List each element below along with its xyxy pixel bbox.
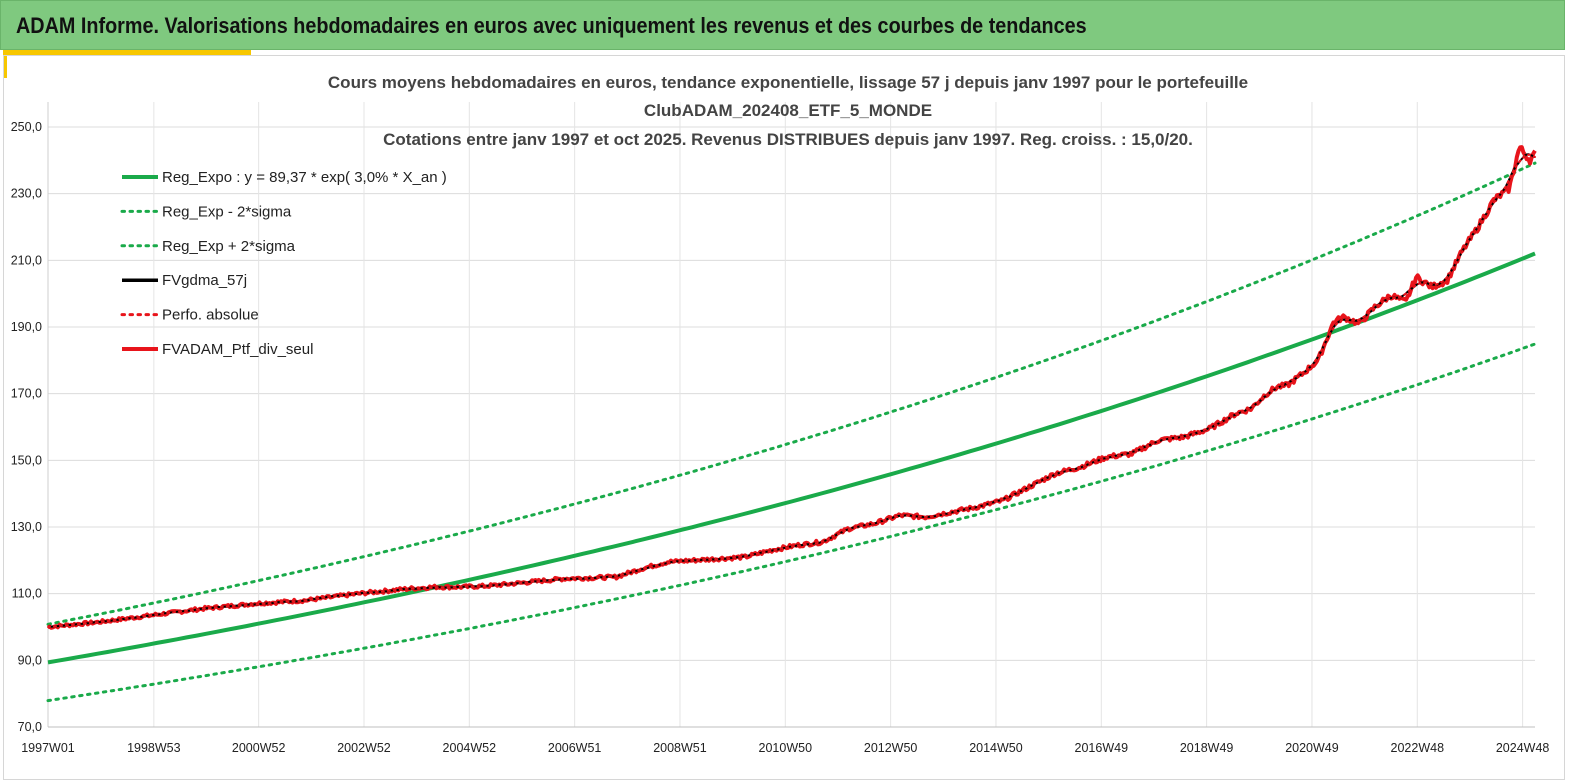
- x-tick-label: 1998W53: [127, 741, 181, 755]
- y-tick-label: 230,0: [11, 187, 42, 201]
- legend-label: Perfo. absolue: [162, 307, 259, 324]
- y-tick-label: 130,0: [11, 520, 42, 534]
- grid-lines: [47, 102, 1535, 728]
- y-tick-label: 190,0: [11, 320, 42, 334]
- x-tick-label: 2012W50: [864, 741, 918, 755]
- page-title: ADAM Informe. Valorisations hebdomadaire…: [16, 13, 1087, 38]
- x-tick-label: 1997W01: [21, 741, 75, 755]
- legend-label: FVADAM_Ptf_div_seul: [162, 341, 313, 358]
- y-tick-label: 170,0: [11, 387, 42, 401]
- chart-title: Cours moyens hebdomadaires en euros, ten…: [328, 73, 1248, 149]
- x-tick-label: 2020W49: [1285, 741, 1339, 755]
- chart-title-line: Cotations entre janv 1997 et oct 2025. R…: [383, 130, 1193, 149]
- x-tick-label: 2002W52: [337, 741, 391, 755]
- legend-label: Reg_Exp - 2*sigma: [162, 203, 292, 220]
- accent-left-bar: [3, 50, 7, 78]
- x-tick-label: 2018W49: [1180, 741, 1234, 755]
- series-perfo-absolue: [47, 153, 1536, 628]
- y-tick-label: 90,0: [18, 653, 42, 667]
- x-tick-label: 2016W49: [1075, 741, 1129, 755]
- x-axis: 1997W01 1998W53 2000W52 2002W52 2004W52 2006W…: [21, 741, 1549, 755]
- x-tick-label: 2024W48: [1496, 741, 1550, 755]
- series-reg-expo: [47, 251, 1536, 665]
- chart-frame: [3, 55, 1565, 780]
- y-tick-label: 250,0: [11, 120, 42, 134]
- x-tick-label: 2008W51: [653, 741, 707, 755]
- chart-title-line: ClubADAM_202408_ETF_5_MONDE: [644, 101, 932, 120]
- legend-label: FVgdma_57j: [162, 272, 247, 289]
- x-tick-label: 2014W50: [969, 741, 1023, 755]
- y-tick-label: 210,0: [11, 253, 42, 267]
- x-tick-label: 2006W51: [548, 741, 602, 755]
- y-tick-label: 110,0: [12, 587, 42, 601]
- x-tick-label: 2004W52: [443, 741, 497, 755]
- y-tick-label: 150,0: [11, 453, 42, 467]
- series-reg-plus-2sigma: [46, 161, 1537, 626]
- legend-label: Reg_Exp + 2*sigma: [162, 238, 296, 255]
- legend: Reg_Expo : y = 89,37 * exp( 3,0% * X_an …: [120, 169, 447, 358]
- legend-label: Reg_Expo : y = 89,37 * exp( 3,0% * X_an …: [162, 169, 447, 186]
- x-tick-label: 2022W48: [1391, 741, 1445, 755]
- header-banner: ADAM Informe. Valorisations hebdomadaire…: [0, 0, 1565, 50]
- y-tick-label: 70,0: [18, 720, 42, 734]
- x-tick-label: 2000W52: [232, 741, 286, 755]
- y-axis: 70,0 90,0 110,0 130,0 150,0 170,0 190,0 210,0 23…: [11, 120, 42, 734]
- series-reg-minus-2sigma: [46, 342, 1537, 703]
- series-layer: [46, 145, 1537, 703]
- chart-title-line: Cours moyens hebdomadaires en euros, ten…: [328, 73, 1248, 92]
- accent-bar: [3, 50, 251, 55]
- x-tick-label: 2010W50: [759, 741, 813, 755]
